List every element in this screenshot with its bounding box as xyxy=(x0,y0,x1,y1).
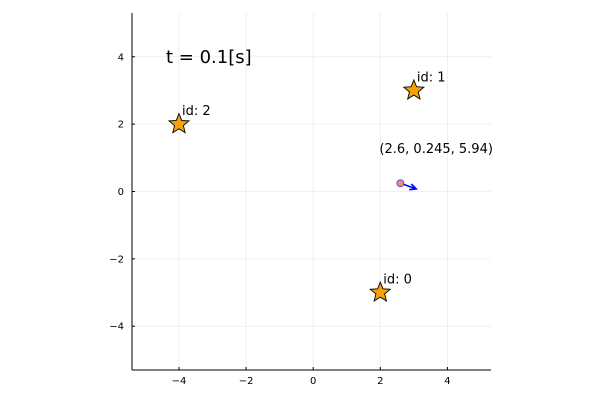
robot-marker xyxy=(396,179,405,188)
landmark-label: id: 2 xyxy=(182,104,211,119)
landmark-star xyxy=(402,78,425,100)
axes xyxy=(131,13,491,371)
y-tick-label: −2 xyxy=(109,254,124,265)
landmarks: id: 0 id: 1 id: 2 xyxy=(167,70,446,303)
landmark-label: id: 0 xyxy=(383,273,412,288)
tick-labels: −4 −2 0 2 4 −4 −2 0 2 4 xyxy=(109,52,450,387)
y-tick-label: −4 xyxy=(109,322,124,333)
landmark-star xyxy=(167,112,191,134)
chart-title: t = 0.1[s] xyxy=(166,47,252,68)
y-tick-label: 4 xyxy=(118,52,124,63)
landmark-star xyxy=(369,280,392,303)
x-tick-label: −4 xyxy=(172,376,187,387)
grid xyxy=(132,13,491,370)
x-tick-label: 0 xyxy=(310,376,316,387)
robot-heading-arrowhead xyxy=(409,183,418,191)
landmark-label: id: 1 xyxy=(417,70,446,85)
robot-pose-label: (2.6, 0.245, 5.94) xyxy=(379,142,493,157)
robot: (2.6, 0.245, 5.94) xyxy=(379,142,493,191)
y-tick-label: 2 xyxy=(118,120,124,131)
x-tick-label: 4 xyxy=(444,376,450,387)
x-tick-label: 2 xyxy=(377,376,383,387)
y-tick-label: 0 xyxy=(118,187,124,198)
x-tick-label: −2 xyxy=(239,376,254,387)
